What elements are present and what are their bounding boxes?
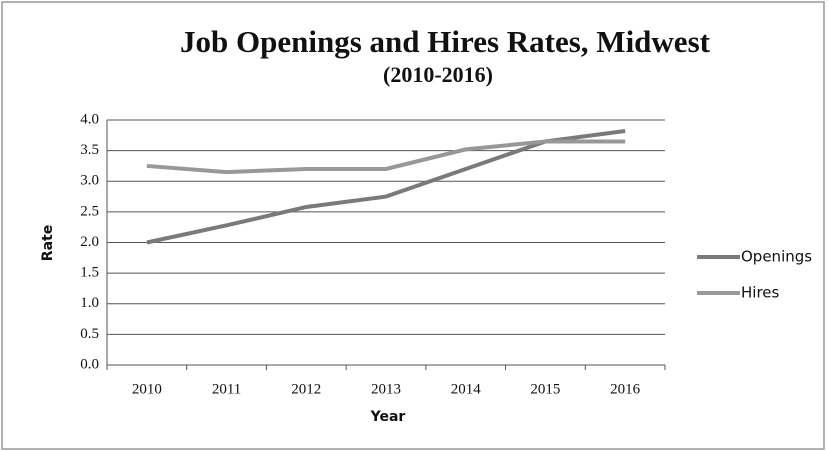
x-tick-label: 2013 [371,381,401,397]
chart-subtitle: (2010-2016) [383,62,493,87]
series-line [146,139,626,175]
y-tick-label: 2.0 [80,234,99,250]
x-tick-label: 2016 [610,381,641,397]
y-tick-label: 1.0 [80,295,99,311]
y-tick-label: 2.5 [80,203,99,219]
legend-label: Hires [741,284,780,302]
y-tick-label: 0.5 [80,326,99,342]
y-axis-label: Rate [40,225,56,261]
y-tick-label: 1.5 [80,265,99,281]
x-tick-label: 2012 [291,381,321,397]
y-tick-label: 3.0 [80,173,99,189]
y-tick-label: 4.0 [80,111,99,127]
x-tick-label: 2010 [132,381,162,397]
y-tick-label: 0.0 [80,356,99,372]
legend-label: Openings [741,248,812,266]
y-tick-label: 3.5 [80,142,99,158]
x-tick-label: 2015 [530,381,560,397]
chart-title: Job Openings and Hires Rates, Midwest [180,24,711,59]
x-tick-label: 2011 [212,381,241,397]
series-line [146,129,626,245]
x-tick-label: 2014 [451,381,482,397]
x-axis-label: Year [370,409,406,425]
